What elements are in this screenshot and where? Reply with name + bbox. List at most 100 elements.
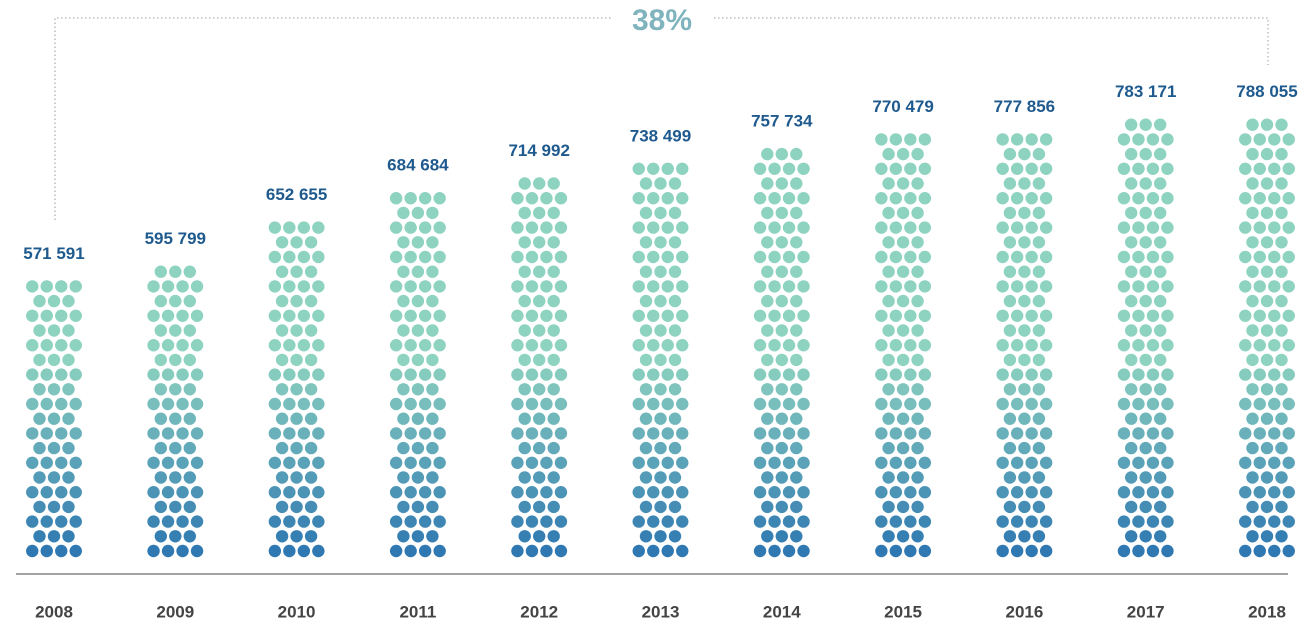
- value-label: 595 799: [145, 229, 206, 248]
- dot: [1146, 544, 1160, 558]
- dot: [290, 294, 303, 308]
- dot: [1132, 427, 1145, 440]
- dot: [525, 339, 539, 352]
- dot: [1132, 368, 1145, 381]
- dot: [418, 397, 432, 411]
- dot: [275, 500, 289, 514]
- dot: [882, 471, 895, 484]
- dot: [40, 368, 53, 381]
- dot: [404, 309, 417, 322]
- dot: [297, 456, 311, 469]
- dot: [283, 339, 296, 352]
- dot: [283, 427, 296, 440]
- dot: [1032, 324, 1046, 337]
- dot: [1032, 500, 1046, 514]
- dot: [661, 486, 674, 499]
- dot-column: [996, 133, 1053, 558]
- dot: [647, 515, 660, 528]
- dot: [312, 221, 325, 234]
- dot: [290, 353, 303, 367]
- dot: [661, 368, 674, 381]
- dot: [426, 412, 439, 425]
- dot: [911, 500, 924, 514]
- dot: [1154, 383, 1167, 396]
- dot: [1003, 441, 1017, 455]
- dot: [911, 530, 924, 543]
- dot: [1117, 515, 1131, 528]
- dot: [889, 456, 903, 469]
- dot: [1275, 118, 1288, 131]
- dot: [183, 500, 196, 514]
- dot: [389, 221, 403, 234]
- dot: [1146, 368, 1160, 381]
- dot: [639, 353, 653, 367]
- dot: [1282, 486, 1295, 499]
- dot: [1032, 353, 1046, 367]
- dot: [1010, 544, 1024, 558]
- dot: [761, 530, 774, 543]
- dot: [753, 544, 767, 558]
- dot: [268, 486, 282, 499]
- dot: [1161, 368, 1174, 381]
- dot: [554, 486, 568, 499]
- dot: [525, 456, 539, 469]
- dot: [654, 177, 667, 190]
- dot: [775, 324, 788, 337]
- dot: [1139, 294, 1152, 308]
- dot: [882, 353, 895, 367]
- dot: [668, 412, 682, 425]
- dot: [1282, 280, 1295, 293]
- dot: [632, 456, 645, 469]
- dot: [1039, 397, 1053, 411]
- dot: [875, 515, 888, 528]
- dot: [775, 471, 788, 484]
- dot: [525, 515, 539, 528]
- dot: [154, 294, 167, 308]
- dot: [889, 368, 903, 381]
- dot: [1132, 133, 1145, 146]
- dot: [1125, 147, 1138, 161]
- dot: [1132, 309, 1145, 322]
- dot: [875, 456, 888, 469]
- dot: [518, 412, 531, 425]
- dot: [55, 339, 68, 352]
- dot: [1139, 383, 1152, 396]
- dot: [782, 515, 796, 528]
- dot: [996, 192, 1009, 205]
- dot: [389, 544, 403, 558]
- dot: [55, 368, 68, 381]
- dot: [753, 221, 767, 234]
- dot: [797, 192, 810, 205]
- dot: [147, 544, 160, 558]
- dot: [1003, 412, 1017, 425]
- dot: [996, 133, 1009, 146]
- dot: [161, 456, 175, 469]
- dot: [518, 353, 531, 367]
- dot: [1275, 471, 1288, 484]
- dot: [1032, 294, 1046, 308]
- dot: [1282, 309, 1295, 322]
- dot: [1260, 353, 1274, 367]
- dot: [875, 162, 888, 175]
- dot: [782, 280, 796, 293]
- dot: [1139, 324, 1152, 337]
- dot: [525, 397, 539, 411]
- dot: [661, 544, 674, 558]
- dot: [389, 515, 403, 528]
- dot: [1260, 324, 1274, 337]
- value-label: 738 499: [630, 126, 691, 145]
- dot: [661, 192, 674, 205]
- value-label: 788 055: [1236, 82, 1297, 101]
- dot: [768, 368, 781, 381]
- dot: [654, 500, 667, 514]
- dot: [1275, 177, 1288, 190]
- dot: [1132, 221, 1145, 234]
- dot: [1018, 177, 1031, 190]
- dot: [1003, 530, 1017, 543]
- dot: [418, 221, 432, 234]
- dot: [1132, 192, 1145, 205]
- dot: [540, 515, 553, 528]
- dot: [889, 486, 903, 499]
- dot: [1010, 486, 1024, 499]
- dot: [525, 486, 539, 499]
